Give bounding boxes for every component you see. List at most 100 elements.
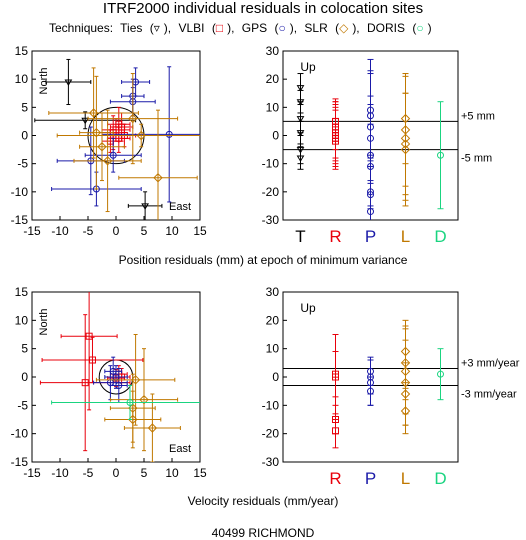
data-points [39, 292, 200, 462]
y-tick-label: 5 [21, 342, 28, 356]
y-tick-label: 30 [266, 285, 280, 299]
x-tick-label: -5 [83, 224, 94, 238]
category-label-D: D [434, 227, 446, 246]
data-points [332, 319, 444, 449]
panel-velocity-horizontal: -15 -10 -5 0 5 10 15 -15 -10 -5 0 5 10 15 North East [11, 285, 207, 480]
y-tick-label: -15 [11, 455, 29, 469]
data-point-doris [437, 151, 444, 159]
panel-position-up: -30 -20 -10 0 10 20 30 +5 mm -5 mm Up T R P L D [262, 44, 495, 246]
y-tick-label: 10 [15, 313, 29, 327]
threshold-label-lower: -3 mm/year [461, 389, 517, 401]
legend-label-doris: DORIS [367, 21, 406, 35]
category-label-R: R [329, 469, 341, 488]
panel-position-horizontal: -15 -10 -5 0 5 10 15 -15 -10 -5 0 5 10 15 North East [11, 44, 207, 238]
data-point-slr [400, 406, 411, 416]
y-tick-label: -20 [262, 427, 280, 441]
x-tick-label: 15 [193, 466, 207, 480]
x-tick-label: 10 [165, 466, 179, 480]
techniques-legend: Techniques: Ties (▿), VLBI (□), GPS (○),… [49, 21, 436, 35]
x-tick-label: 0 [113, 466, 120, 480]
legend-prefix: Techniques: [49, 21, 114, 35]
category-label-L: L [401, 227, 410, 246]
data-point-gps [367, 208, 374, 216]
y-tick-label: 0 [272, 370, 279, 384]
data-point-vlbi [81, 379, 89, 387]
position-x-axis-label: Position residuals (mm) at epoch of mini… [118, 253, 408, 267]
legend-symbol-gps: ○ [278, 21, 286, 35]
data-point-ties [296, 116, 305, 123]
threshold-label-upper: +3 mm/year [461, 358, 520, 370]
y-tick-label: -20 [262, 185, 280, 199]
data-point-slr [91, 127, 102, 138]
data-point-ties [81, 117, 90, 125]
data-point-slr [102, 156, 113, 166]
category-label-P: P [365, 227, 376, 246]
data-point-ties [141, 203, 150, 210]
y-tick-label: 0 [21, 129, 28, 143]
data-point-ties [296, 130, 305, 137]
legend-label-slr: SLR [304, 21, 328, 35]
y-tick-label: 30 [266, 44, 280, 58]
y-tick-label: -10 [262, 157, 280, 171]
data-point-gps [367, 387, 374, 395]
data-point-doris [126, 399, 134, 406]
legend-symbol-doris: ○ [416, 21, 424, 35]
legend-item-slr: SLR (◇), [304, 21, 360, 35]
data-point-vlbi [332, 373, 339, 381]
category-label-R: R [329, 227, 341, 246]
y-tick-label: 0 [272, 129, 279, 143]
legend-label-vlbi: VLBI [178, 21, 205, 35]
data-point-ties [296, 99, 305, 106]
data-point-slr [400, 144, 411, 155]
legend-label-ties: Ties [120, 21, 143, 35]
x-tick-label: -15 [23, 224, 41, 238]
threshold-label-upper: +5 mm [461, 110, 495, 122]
y-tick-label: 15 [15, 285, 29, 299]
x-tick-label: 0 [113, 224, 120, 238]
legend-label-gps: GPS [241, 21, 268, 35]
y-tick-label: -30 [262, 213, 280, 227]
data-point-vlbi [332, 427, 339, 435]
data-point-gps [115, 382, 123, 389]
data-point-gps [109, 151, 117, 159]
data-point-vlbi [85, 332, 93, 340]
data-point-slr [147, 423, 158, 433]
x-tick-label: 5 [141, 466, 148, 480]
y-tick-label: 10 [266, 100, 280, 114]
y-tick-label: -30 [262, 455, 280, 469]
category-label-T: T [295, 227, 305, 246]
category-label-L: L [401, 469, 410, 488]
data-point-ties [64, 79, 73, 86]
x-tick-label: 15 [193, 224, 207, 238]
data-point-vlbi [88, 356, 96, 364]
velocity-x-axis-label: Velocity residuals (mm/year) [187, 494, 339, 508]
up-label: Up [300, 60, 316, 74]
y-tick-label: 20 [266, 72, 280, 86]
x-tick-label: 10 [165, 224, 179, 238]
figure-title: ITRF2000 individual residuals in colocat… [102, 0, 424, 17]
y-tick-label: -5 [17, 157, 28, 171]
y-tick-label: 0 [21, 370, 28, 384]
y-tick-label: 20 [266, 313, 280, 327]
station-label: 40499 RICHMOND [211, 526, 315, 540]
legend-symbol-ties: ▿ [153, 21, 160, 35]
y-tick-label: 10 [15, 72, 29, 86]
y-tick-label: 15 [15, 44, 29, 58]
east-label: East [169, 201, 191, 213]
y-tick-label: -10 [11, 427, 29, 441]
y-tick-label: -5 [17, 398, 28, 412]
data-point-ties [296, 155, 305, 163]
data-point-slr [136, 130, 146, 141]
y-tick-label: 10 [266, 342, 280, 356]
data-point-gps [165, 130, 173, 138]
data-point-slr [128, 113, 138, 124]
north-label: North [38, 68, 50, 95]
legend-symbol-slr: ◇ [339, 21, 349, 35]
data-point-slr [153, 173, 163, 183]
x-tick-label: -5 [83, 466, 94, 480]
legend-item-gps: GPS (○), [241, 21, 298, 35]
x-tick-label: -10 [51, 466, 69, 480]
data-points [296, 58, 444, 220]
y-tick-label: 5 [21, 100, 28, 114]
